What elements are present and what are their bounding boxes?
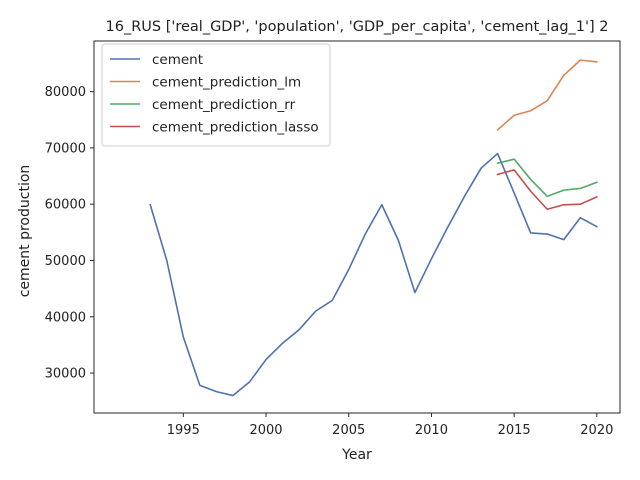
data-point-cement-1998 [232,395,234,397]
data-point-cement-1996 [199,385,201,387]
data-point-cement-2010 [431,258,433,260]
data-point-cement_prediction_rr-2018 [563,189,565,191]
series-line-cement_prediction_rr [496,158,598,198]
x-axis-label: Year [341,447,372,463]
x-tick-label-2010: 2010 [415,423,448,438]
data-point-cement-2001 [282,342,284,344]
legend-box [101,43,331,147]
data-point-cement-2009 [414,292,416,294]
data-point-cement_prediction_lasso-2016 [530,190,532,192]
data-point-cement_prediction_lm-2017 [546,100,548,102]
data-point-cement-1994 [166,260,168,262]
data-point-cement-2012 [464,196,466,198]
y-tick-label-80000: 80000 [45,85,86,100]
data-point-cement-2018 [563,239,565,241]
plot-area: 1995 2000 2005 2010 2015 2020 30000 40000 50000 6… [45,40,621,438]
data-point-cement_prediction_lm-2014 [497,129,499,131]
data-point-cement-1997 [216,391,218,393]
data-point-cement-2020 [596,226,598,228]
x-tick-label-2015: 2015 [498,423,531,438]
data-point-cement-2019 [580,217,582,219]
data-point-cement_prediction_lm-2019 [580,59,582,61]
data-point-cement_prediction_rr-2016 [530,179,532,181]
x-tick-label-1995: 1995 [167,423,200,438]
data-point-cement-1995 [183,336,185,338]
data-point-cement-2014 [497,153,499,155]
x-tick-label-2005: 2005 [332,423,365,438]
data-point-cement_prediction_lm-2018 [563,75,565,77]
y-tick-label-30000: 30000 [45,367,86,382]
data-point-cement-2013 [480,167,482,169]
data-point-cement-2005 [348,269,350,271]
data-point-cement_prediction_rr-2017 [546,196,548,198]
data-point-cement-2002 [298,329,300,331]
data-point-cement-2008 [398,239,400,241]
data-point-cement-2006 [364,233,366,235]
data-point-cement_prediction_rr-2015 [513,158,515,160]
data-point-cement-1999 [249,381,251,383]
legend-label-cement_prediction_lasso: cement_prediction_lasso [152,120,319,136]
data-point-cement_prediction_lasso-2019 [580,203,582,205]
series-line-cement_prediction_lasso [496,169,598,211]
x-tick-label-2020: 2020 [580,423,613,438]
data-point-cement-2011 [447,226,449,228]
data-point-cement-1993 [149,204,151,206]
data-point-cement_prediction_rr-2020 [596,181,598,183]
data-point-cement_prediction_lm-2016 [530,110,532,112]
data-point-cement-2017 [546,233,548,235]
series-line-cement [149,152,598,397]
data-point-cement_prediction_rr-2019 [580,188,582,190]
data-point-cement_prediction_lasso-2020 [596,196,598,198]
data-point-cement_prediction_lasso-2015 [513,169,515,171]
y-tick-label-50000: 50000 [45,254,86,269]
series-line-cement_prediction_lm [496,59,598,132]
axes-frame [93,40,621,414]
y-tick-label-60000: 60000 [45,198,86,213]
data-point-cement_prediction_lm-2015 [513,114,515,116]
y-tick-label-70000: 70000 [45,141,86,156]
data-point-cement_prediction_rr-2014 [497,162,499,164]
data-point-cement_prediction_lasso-2018 [563,204,565,206]
x-tick-label-2000: 2000 [249,423,282,438]
data-point-cement_prediction_lm-2020 [596,61,598,63]
data-point-cement-2003 [315,310,317,312]
data-point-cement-2007 [381,204,383,206]
data-point-cement-2015 [513,192,515,194]
legend-label-cement_prediction_lm: cement_prediction_lm [152,75,301,91]
data-point-cement-2016 [530,232,532,234]
legend-label-cement: cement [152,52,203,68]
legend: cement cement_prediction_lm cement_predict… [101,43,331,147]
legend-label-cement_prediction_rr: cement_prediction_rr [152,97,296,113]
data-point-cement-2000 [265,359,267,361]
y-axis-label: cement production [17,165,33,298]
data-point-cement_prediction_lasso-2014 [497,174,499,176]
data-point-cement-2004 [331,300,333,302]
chart-title: 16_RUS ['real_GDP', 'population', 'GDP_p… [106,19,609,35]
y-tick-label-40000: 40000 [45,310,86,325]
data-point-cement_prediction_lasso-2017 [546,208,548,210]
